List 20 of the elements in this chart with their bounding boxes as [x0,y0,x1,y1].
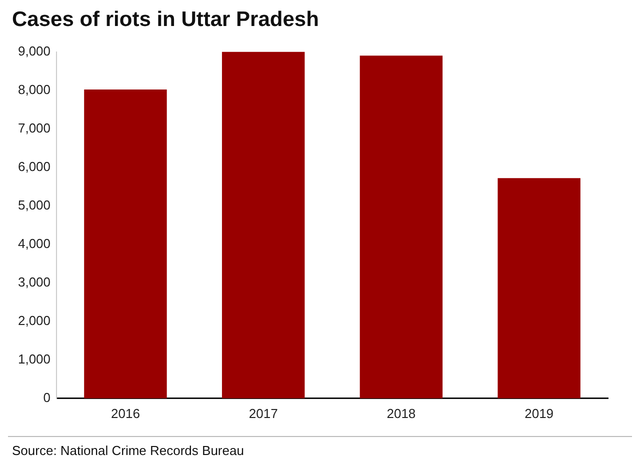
y-tick-label: 3,000 [18,274,51,290]
y-tick-label: 6,000 [18,158,51,174]
y-tick-label: 9,000 [18,43,51,58]
x-tick-label: 2018 [386,406,416,421]
chart-title: Cases of riots in Uttar Pradesh [12,8,320,32]
x-tick-label: 2016 [111,406,140,421]
y-tick-label: 7,000 [18,120,51,136]
y-tick-label: 0 [43,390,51,405]
bar [360,56,443,398]
y-tick-label: 8,000 [18,82,51,97]
bar [498,178,580,398]
y-tick-label: 5,000 [18,197,51,212]
y-tick-label: 4,000 [18,236,51,251]
y-tick-label: 2,000 [18,312,51,328]
source-note: Source: National Crime Records Bureau [12,443,245,458]
bar [222,52,305,398]
y-tick-label: 1,000 [18,351,51,366]
x-tick-label: 2017 [248,406,278,421]
bar [84,90,167,398]
x-tick-label: 2019 [524,406,554,421]
